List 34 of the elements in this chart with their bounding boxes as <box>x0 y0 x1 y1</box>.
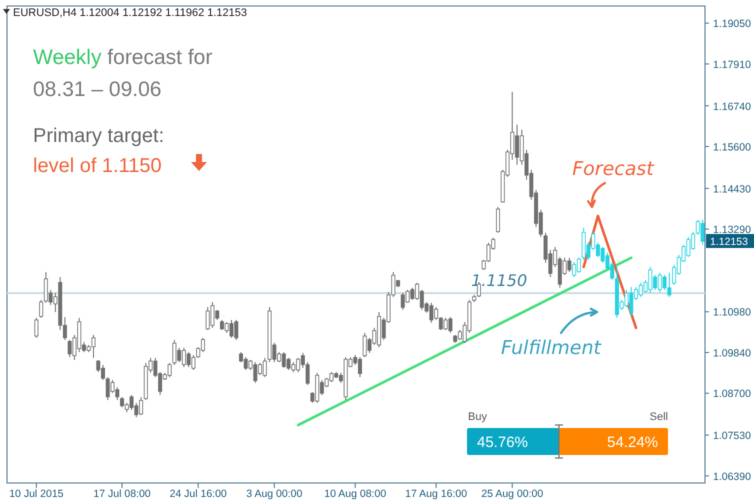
series-label: Sell <box>650 411 668 423</box>
y-tick-label: 1.08700 <box>713 388 752 400</box>
candlestick <box>39 299 44 318</box>
text: 08.31 – 09.06 <box>33 78 162 101</box>
annotation: EURUSD,H4 1.12004 1.12192 1.11962 1.12153 <box>13 7 248 19</box>
data-label: 45.76% <box>477 434 528 451</box>
text: 1.12153 <box>710 236 748 248</box>
x-tick-label: 17 Jul 08:00 <box>93 488 151 500</box>
x-tick-label: 10 Jul 2015 <box>9 488 64 500</box>
x-tick-label: 17 Aug 16:00 <box>405 488 468 500</box>
candlestick <box>34 317 38 338</box>
candlestick <box>496 206 500 234</box>
ref-line-label: 1.1150 <box>471 271 528 290</box>
y-tick-label: 1.10980 <box>713 306 752 319</box>
y-tick-label: 1.16740 <box>713 100 752 113</box>
annotation: Fulfillment <box>500 337 603 359</box>
annotation: Primary target: <box>33 125 164 147</box>
y-tick-label: 1.17910 <box>713 58 752 71</box>
x-tick-label: 10 Aug 08:00 <box>324 488 386 500</box>
data-label: 54.24% <box>607 434 658 451</box>
y-tick-label: 1.09840 <box>713 347 752 360</box>
y-tick-label: 1.13290 <box>713 224 752 236</box>
annotation: Forecast <box>572 158 656 180</box>
y-tick-label: 1.06390 <box>713 470 752 483</box>
series-label: Buy <box>468 411 488 423</box>
x-tick-label: 3 Aug 00:00 <box>246 488 303 500</box>
x-tick-label: 24 Jul 16:00 <box>170 488 227 500</box>
y-tick-label: 1.19050 <box>713 18 752 30</box>
y-tick-label: 1.14430 <box>713 183 752 196</box>
annotation: level of 1.1150 <box>33 155 162 177</box>
x-tick-label: 25 Aug 00:00 <box>481 488 544 500</box>
text: Weekly forecast for <box>33 46 212 69</box>
y-tick-label: 1.07530 <box>713 430 752 442</box>
y-tick-label: 1.15600 <box>713 142 752 154</box>
